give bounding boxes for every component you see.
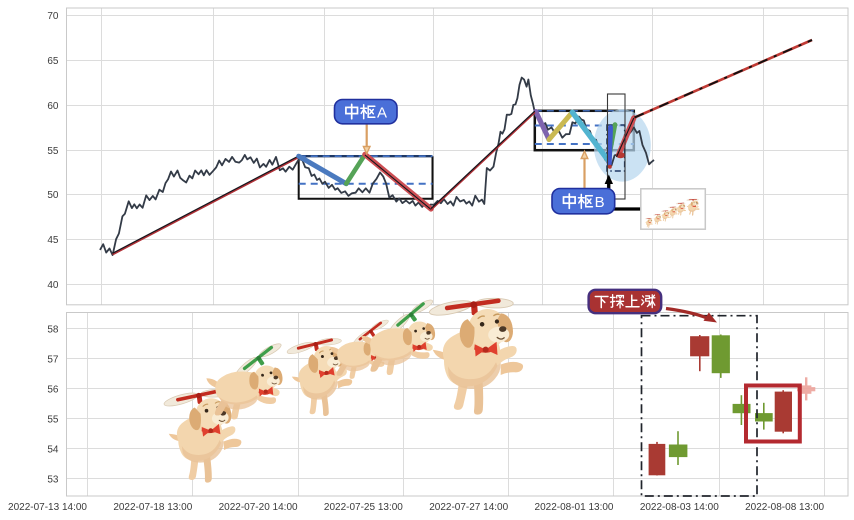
- svg-text:58: 58: [47, 325, 59, 336]
- svg-text:B: B: [595, 194, 605, 211]
- svg-text:2022-07-25 13:00: 2022-07-25 13:00: [324, 502, 403, 513]
- svg-text:2022-07-18 13:00: 2022-07-18 13:00: [113, 502, 192, 513]
- svg-text:2022-07-27 14:00: 2022-07-27 14:00: [429, 502, 508, 513]
- svg-text:55: 55: [47, 146, 59, 157]
- svg-text:55: 55: [47, 415, 59, 426]
- svg-text:53: 53: [47, 475, 59, 486]
- svg-text:60: 60: [47, 101, 59, 112]
- svg-text:2022-07-20 14:00: 2022-07-20 14:00: [219, 502, 298, 513]
- svg-text:70: 70: [47, 11, 59, 22]
- svg-text:50: 50: [47, 190, 59, 201]
- svg-text:45: 45: [47, 235, 59, 246]
- svg-text:57: 57: [47, 355, 59, 366]
- svg-text:2022-08-01 13:00: 2022-08-01 13:00: [535, 502, 614, 513]
- svg-text:54: 54: [47, 445, 59, 456]
- svg-text:65: 65: [47, 56, 59, 67]
- svg-text:A: A: [377, 105, 387, 122]
- svg-text:2022-08-08 13:00: 2022-08-08 13:00: [745, 502, 824, 513]
- svg-text:40: 40: [47, 280, 59, 291]
- svg-text:2022-07-13 14:00: 2022-07-13 14:00: [8, 502, 87, 513]
- svg-text:56: 56: [47, 385, 59, 396]
- svg-text:2022-08-03 14:00: 2022-08-03 14:00: [640, 502, 719, 513]
